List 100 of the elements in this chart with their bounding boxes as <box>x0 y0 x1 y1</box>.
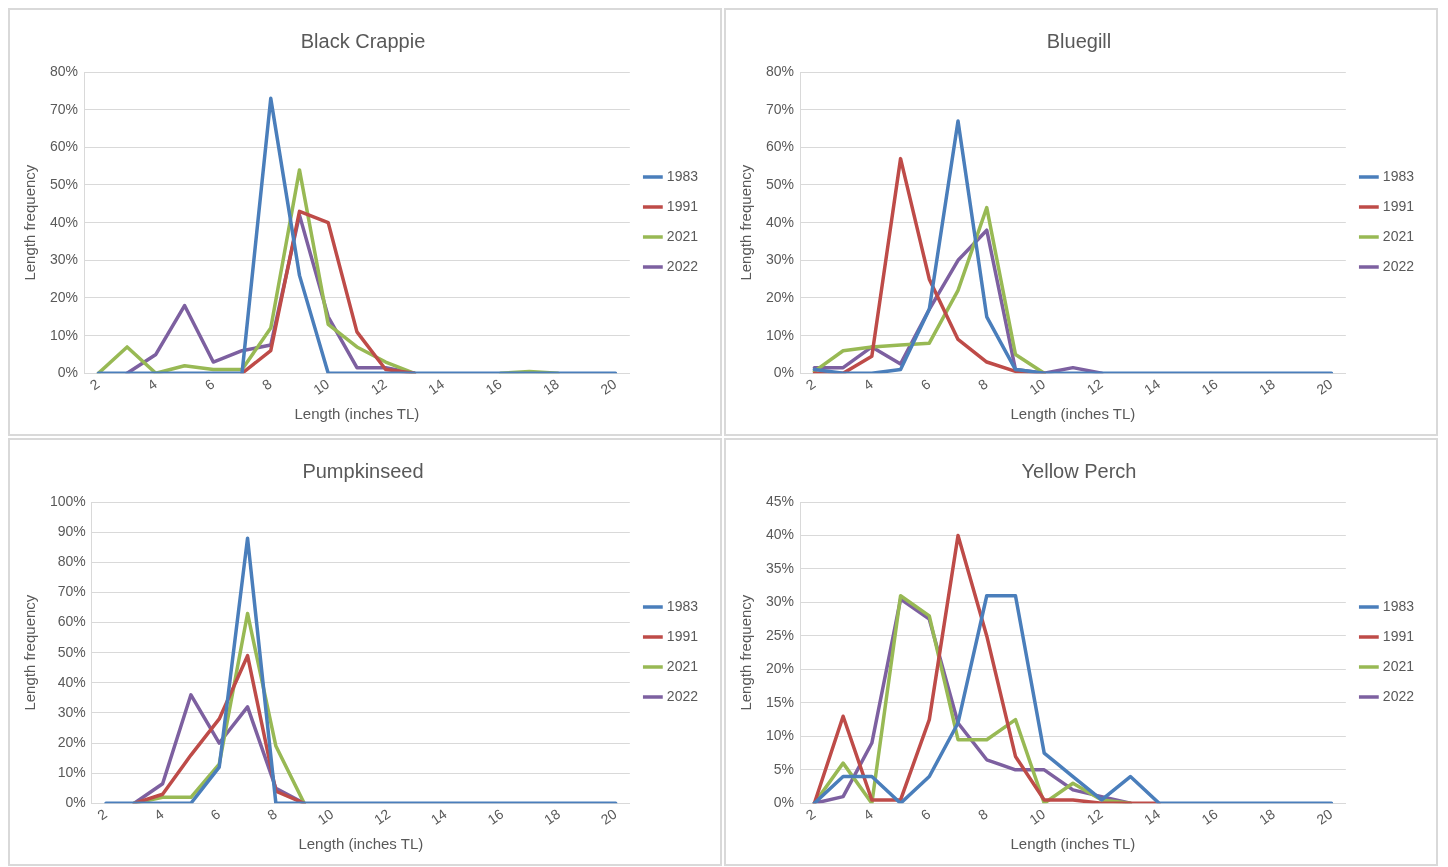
x-tick-label: 10 <box>310 375 333 398</box>
x-tick-label: 6 <box>917 375 934 394</box>
legend-label: 2021 <box>666 227 699 244</box>
x-axis-title: Length (inches TL) <box>1010 405 1136 423</box>
x-tick-label: 10 <box>1026 375 1049 398</box>
x-axis-title: Length (inches TL) <box>298 835 424 853</box>
y-tick-label: 0% <box>773 794 795 811</box>
legend-label: 1983 <box>1382 597 1415 614</box>
y-tick-label: 20% <box>57 733 86 750</box>
y-tick-label: 30% <box>49 251 79 268</box>
x-tick-label: 8 <box>259 375 275 394</box>
y-tick-label: 50% <box>49 175 79 192</box>
y-tick-label: 10% <box>57 764 86 781</box>
x-tick-label: 20 <box>597 375 620 398</box>
y-tick-label: 70% <box>57 583 86 600</box>
x-tick-label: 20 <box>597 805 620 828</box>
x-tick-label: 10 <box>1026 805 1049 828</box>
y-tick-label: 100% <box>49 492 86 509</box>
x-tick-label: 16 <box>484 805 507 828</box>
y-axis-title: Length frequency <box>21 594 39 711</box>
y-axis-title: Length frequency <box>737 594 755 711</box>
legend-label: 2022 <box>1382 257 1415 274</box>
y-tick-label: 10% <box>765 727 795 744</box>
x-tick-label: 8 <box>975 805 991 824</box>
y-tick-label: 35% <box>765 559 795 576</box>
y-tick-label: 50% <box>765 175 795 192</box>
y-tick-label: 20% <box>765 660 795 677</box>
y-tick-label: 80% <box>57 553 86 570</box>
y-tick-label: 40% <box>57 673 86 690</box>
legend-label: 1991 <box>666 197 699 214</box>
legend-label: 1991 <box>1382 197 1415 214</box>
legend-label: 1983 <box>666 167 699 184</box>
x-tick-label: 6 <box>201 375 218 394</box>
y-tick-label: 30% <box>765 593 795 610</box>
x-tick-label: 2 <box>802 805 819 824</box>
x-tick-label: 18 <box>1256 805 1279 828</box>
x-tick-label: 20 <box>1313 805 1336 828</box>
x-tick-label: 12 <box>1083 805 1106 828</box>
y-tick-label: 80% <box>765 62 795 79</box>
x-tick-label: 14 <box>425 375 448 398</box>
y-tick-label: 70% <box>49 100 79 117</box>
x-tick-label: 2 <box>802 375 819 394</box>
x-tick-label: 14 <box>427 805 450 828</box>
x-tick-label: 8 <box>264 805 280 824</box>
legend-label: 2022 <box>666 687 699 704</box>
y-tick-label: 20% <box>765 288 795 305</box>
x-axis-title: Length (inches TL) <box>294 405 420 423</box>
y-tick-label: 30% <box>765 251 795 268</box>
chart-title: Pumpkinseed <box>302 459 424 482</box>
y-tick-label: 60% <box>57 613 86 630</box>
x-tick-label: 2 <box>94 805 111 824</box>
y-tick-label: 25% <box>765 626 795 643</box>
x-tick-label: 4 <box>860 375 876 394</box>
x-tick-label: 16 <box>1198 375 1221 398</box>
x-tick-label: 14 <box>1141 805 1164 828</box>
y-tick-label: 45% <box>765 492 795 509</box>
y-tick-label: 20% <box>49 288 79 305</box>
chart-title: Yellow Perch <box>1021 459 1137 482</box>
y-tick-label: 60% <box>765 138 795 155</box>
legend-label: 1983 <box>1382 167 1415 184</box>
x-tick-label: 18 <box>1256 375 1279 398</box>
y-axis-title: Length frequency <box>21 164 39 281</box>
x-tick-label: 4 <box>150 805 167 824</box>
y-tick-label: 60% <box>49 138 79 155</box>
y-tick-label: 10% <box>765 326 795 343</box>
x-axis-title: Length (inches TL) <box>1010 835 1136 853</box>
x-tick-label: 6 <box>207 805 224 824</box>
y-tick-label: 30% <box>57 703 86 720</box>
y-tick-label: 70% <box>765 100 795 117</box>
x-tick-label: 2 <box>86 375 103 394</box>
y-tick-label: 40% <box>49 213 79 230</box>
legend-label: 2022 <box>666 257 699 274</box>
x-tick-label: 12 <box>1083 375 1106 398</box>
legend-label: 2022 <box>1382 687 1415 704</box>
y-tick-label: 10% <box>49 326 79 343</box>
y-tick-label: 0% <box>65 794 86 811</box>
y-tick-label: 50% <box>57 643 86 660</box>
y-tick-label: 90% <box>57 522 86 539</box>
x-tick-label: 16 <box>482 375 505 398</box>
legend-label: 2021 <box>666 657 699 674</box>
x-tick-label: 18 <box>541 805 564 828</box>
y-tick-label: 80% <box>49 62 79 79</box>
x-tick-label: 12 <box>367 375 390 398</box>
x-tick-label: 16 <box>1198 805 1221 828</box>
x-tick-label: 20 <box>1313 375 1336 398</box>
y-tick-label: 5% <box>773 760 795 777</box>
chart-title: Bluegill <box>1046 29 1112 52</box>
legend-label: 1991 <box>666 627 699 644</box>
x-tick-label: 14 <box>1141 375 1164 398</box>
y-tick-label: 0% <box>57 364 79 381</box>
x-tick-label: 12 <box>371 805 394 828</box>
y-axis-title: Length frequency <box>737 164 755 281</box>
legend-label: 1991 <box>1382 627 1415 644</box>
y-tick-label: 0% <box>773 364 795 381</box>
legend-label: 2021 <box>1382 657 1415 674</box>
x-tick-label: 18 <box>540 375 563 398</box>
y-tick-label: 40% <box>765 213 795 230</box>
x-tick-label: 10 <box>314 805 337 828</box>
legend-label: 1983 <box>666 597 699 614</box>
x-tick-label: 6 <box>917 805 934 824</box>
